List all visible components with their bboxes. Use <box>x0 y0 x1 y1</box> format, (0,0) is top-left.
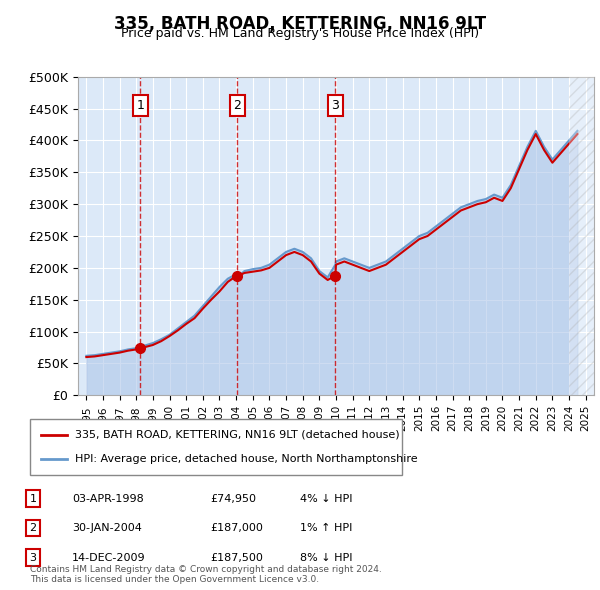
Text: £187,500: £187,500 <box>210 553 263 562</box>
Text: 1% ↑ HPI: 1% ↑ HPI <box>300 523 352 533</box>
Text: 335, BATH ROAD, KETTERING, NN16 9LT (detached house): 335, BATH ROAD, KETTERING, NN16 9LT (det… <box>74 430 399 440</box>
Text: 335, BATH ROAD, KETTERING, NN16 9LT: 335, BATH ROAD, KETTERING, NN16 9LT <box>114 15 486 33</box>
Text: 2: 2 <box>233 99 241 112</box>
Text: 3: 3 <box>331 99 339 112</box>
Text: 8% ↓ HPI: 8% ↓ HPI <box>300 553 353 562</box>
Text: 03-APR-1998: 03-APR-1998 <box>72 494 144 503</box>
Text: 1: 1 <box>29 494 37 503</box>
FancyBboxPatch shape <box>30 419 402 475</box>
Text: 3: 3 <box>29 553 37 562</box>
Text: £187,000: £187,000 <box>210 523 263 533</box>
Text: 14-DEC-2009: 14-DEC-2009 <box>72 553 146 562</box>
Text: Contains HM Land Registry data © Crown copyright and database right 2024.
This d: Contains HM Land Registry data © Crown c… <box>30 565 382 584</box>
Text: HPI: Average price, detached house, North Northamptonshire: HPI: Average price, detached house, Nort… <box>74 454 417 464</box>
Text: £74,950: £74,950 <box>210 494 256 503</box>
Text: 2: 2 <box>29 523 37 533</box>
Text: Price paid vs. HM Land Registry's House Price Index (HPI): Price paid vs. HM Land Registry's House … <box>121 27 479 40</box>
Text: 1: 1 <box>136 99 145 112</box>
Text: 4% ↓ HPI: 4% ↓ HPI <box>300 494 353 503</box>
Text: 30-JAN-2004: 30-JAN-2004 <box>72 523 142 533</box>
